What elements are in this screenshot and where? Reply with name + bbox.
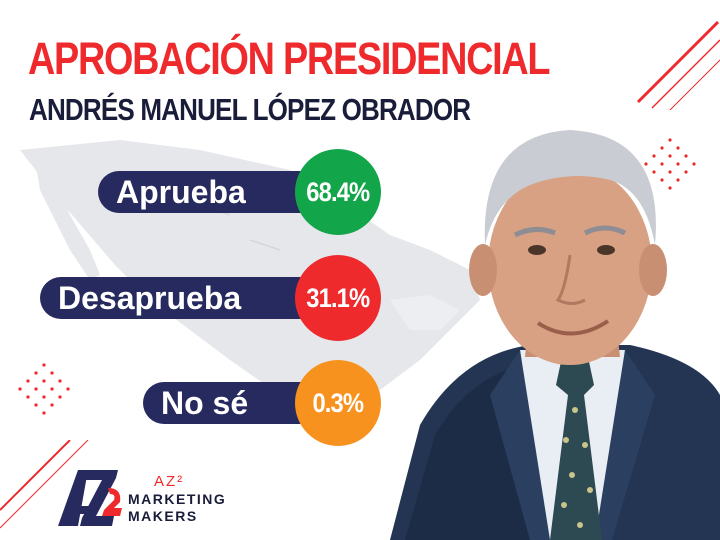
result-value-dont-know: 0.3%	[295, 360, 381, 446]
result-value-approve: 68.4%	[295, 149, 381, 235]
result-value-disapprove-text: 31.1%	[306, 282, 371, 313]
result-label-disapprove: Desaprueba	[40, 277, 326, 319]
dot-pattern-left	[18, 363, 70, 415]
logo-line-makers: MAKERS	[128, 508, 198, 524]
dot-pattern-right	[644, 138, 696, 190]
az2-logo-icon	[58, 470, 122, 526]
result-value-disapprove: 31.1%	[295, 255, 381, 341]
logo-line-marketing: MARKETING	[128, 491, 227, 507]
page-title: APROBACIÓN PRESIDENCIAL	[28, 33, 551, 84]
result-value-dont-know-text: 0.3%	[312, 387, 365, 418]
result-value-approve-text: 68.4%	[306, 176, 371, 207]
stripes-decoration-top-right	[636, 20, 720, 110]
page-subtitle: ANDRÉS MANUEL LÓPEZ OBRADOR	[29, 92, 471, 127]
president-photo	[390, 130, 720, 540]
stripes-decoration-bottom-left	[0, 440, 89, 529]
result-label-approve: Aprueba	[98, 171, 326, 213]
logo-brand-name: AZ²	[154, 473, 185, 490]
